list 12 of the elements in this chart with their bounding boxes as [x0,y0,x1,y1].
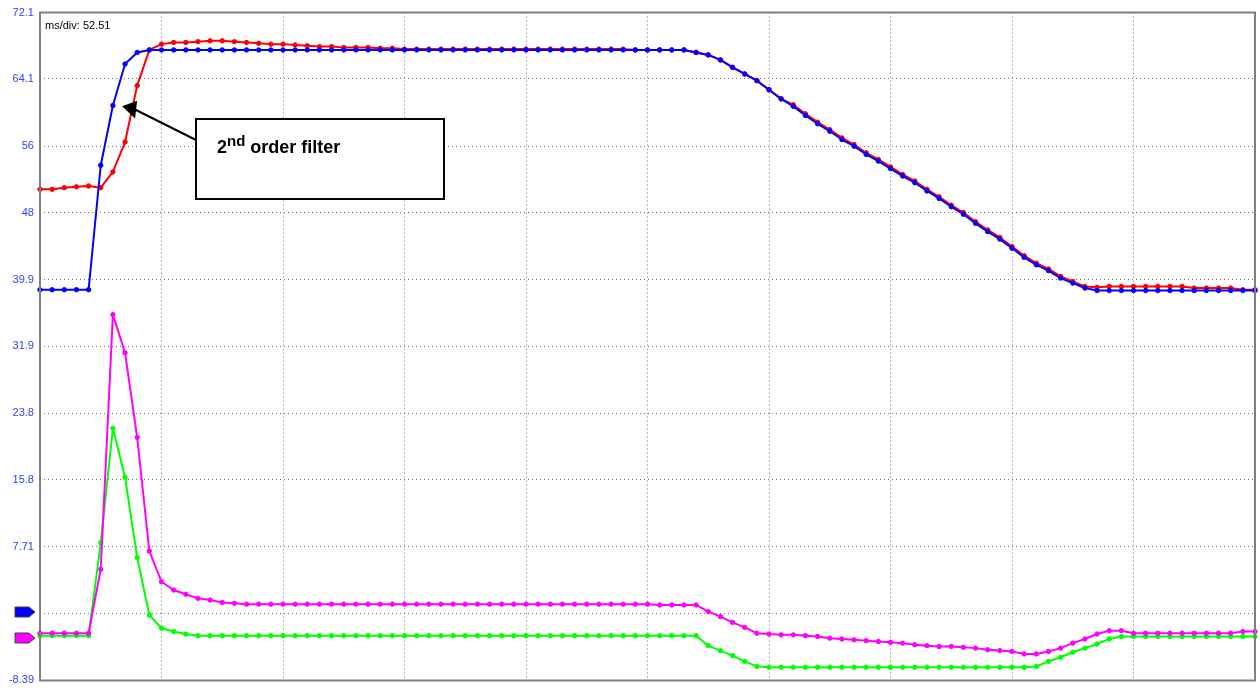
y-tick-label: 39.9 [12,272,34,285]
callout-box: 2$^{nd}$ order filter [195,118,445,200]
y-tick-label: 7.71 [12,539,34,552]
y-tick-label: 56 [21,139,34,152]
y-tick-label: 31.9 [12,339,34,352]
y-tick-label: 15.8 [12,472,34,485]
y-tick-label: 72.1 [12,5,34,18]
y-tick-label: -8.39 [8,673,34,686]
y-tick-label: 64.1 [12,72,34,84]
annotation: ms/div: 52.51 [45,19,111,32]
y-tick-label: 48 [21,205,34,218]
y-tick-label: 23.8 [12,406,34,419]
